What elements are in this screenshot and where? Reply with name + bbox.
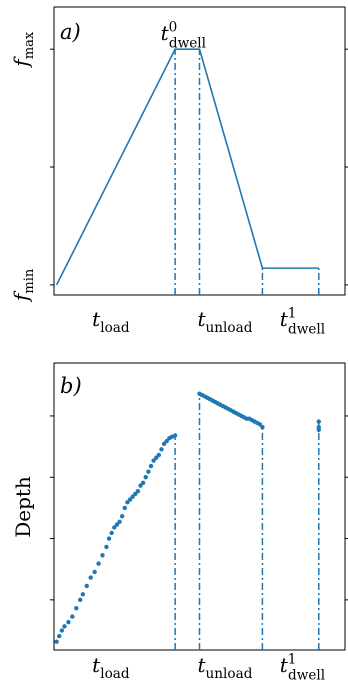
depth-point [62,624,67,629]
depth-point [133,491,138,497]
depth-point [146,469,151,474]
depth-point [100,553,105,558]
depth-point [164,438,169,444]
depth-point [159,447,164,452]
depth-point [154,455,159,460]
panel-b-ticks [50,415,348,601]
depth-point [260,424,265,430]
depth-point [114,522,120,527]
depth-point [257,422,262,427]
depth-point [148,463,154,469]
panel-b-phase-labels: tload tunload t1 dwell [92,652,325,681]
depth-point [104,544,109,550]
panel-a-y-tick-labels: fmin fmax [9,31,37,303]
phase-label-dwell1: t1 dwell [280,306,325,338]
panel-b-depth-chart: b) Depth tload tunload t1 dwell [11,362,348,681]
depth-point [130,494,135,499]
depth-point [54,639,59,644]
phase-label-unload: tunload [198,307,253,336]
depth-point [151,458,156,463]
depth-point [84,583,89,589]
depth-point [161,441,167,447]
phase-label-b-unload: tunload [198,653,253,681]
depth-point [140,480,146,486]
depth-point [92,569,97,575]
depth-point [125,500,130,505]
depth-point [138,483,143,488]
dwell-0-annotation: t0 dwell [161,20,206,52]
panel-a-ticks [50,48,348,286]
panel-b-plot-area [54,391,321,650]
depth-point [78,597,83,603]
panel-b-label: b) [60,374,82,398]
depth-point [117,519,122,525]
panel-a-phase-labels: tload tunload t1 dwell [92,306,325,338]
depth-point [88,575,93,580]
depth-point [59,628,65,633]
depth-point [80,592,86,597]
depth-point [122,505,127,511]
panel-a-protocol-chart: a) t0 dwell fmin fmax tload tunload t1 dwell [9,6,348,338]
depth-point [143,475,148,480]
depth-point [135,488,141,494]
phase-label-load: tload [92,307,130,336]
y-tick-label-min: fmin [9,268,37,303]
depth-point [66,619,71,625]
panel-b-y-axis-label: Depth [11,476,35,538]
depth-point [74,606,79,611]
y-tick-label-max: fmax [9,31,37,68]
phase-label-b-load: tload [92,653,130,681]
depth-point [112,525,117,530]
depth-point [119,514,125,519]
depth-point [96,561,101,566]
depth-point [316,419,321,424]
annotation-dwell-0: t0 dwell [161,20,206,52]
depth-point [106,536,112,541]
depth-point [127,497,133,502]
depth-point [156,452,162,458]
depth-point [109,530,114,536]
protocol-line [55,48,319,286]
panel-a-plot-area [55,48,320,295]
panel-a-label: a) [60,20,81,44]
depth-point [57,633,62,639]
phase-label-b-dwell1: t1 dwell [280,652,325,681]
depth-point [172,433,178,438]
depth-point [316,427,321,433]
depth-point [70,614,75,619]
